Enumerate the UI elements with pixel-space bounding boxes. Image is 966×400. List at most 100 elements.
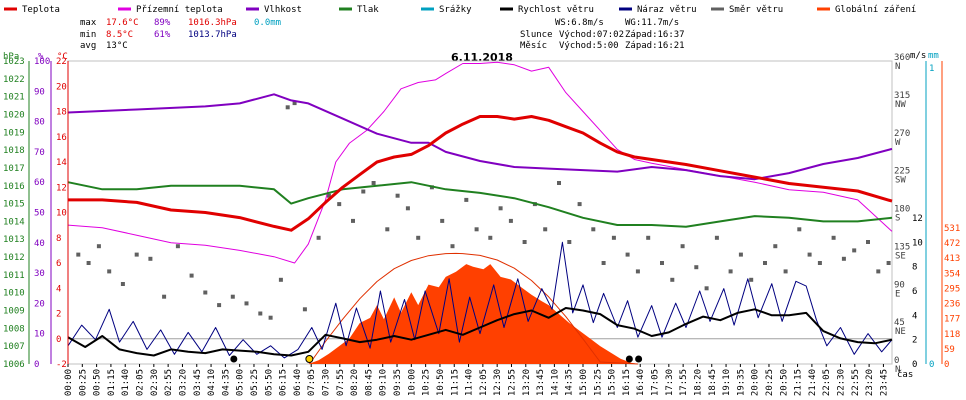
x-tick-label-54: 22:30	[837, 369, 847, 396]
hpa-tick-1009: 1009	[3, 307, 25, 317]
x-tick-label-40: 16:40	[636, 369, 646, 396]
wind-direction-point-21	[326, 193, 331, 198]
wind-direction-point-40	[543, 227, 548, 232]
stats-wg: WG:11.7m/s	[625, 18, 679, 28]
moonrise-marker	[230, 355, 238, 363]
stats-ws: WS:6.8m/s	[555, 18, 604, 28]
legend-label-5: Rychlost větru	[518, 5, 594, 15]
wind-direction-point-11	[217, 303, 222, 308]
c-tick-4: 4	[56, 284, 61, 294]
x-tick-label-35: 14:35	[565, 369, 575, 396]
wind-direction-point-66	[841, 256, 846, 261]
pct-tick-50: 50	[34, 209, 45, 219]
wind-direction-point-50	[660, 261, 664, 265]
x-tick-label-0: 00:00	[64, 369, 74, 396]
wind-direction-point-17	[285, 105, 290, 110]
x-tick-label-49: 20:25	[765, 369, 775, 396]
hpa-tick-1015: 1015	[3, 200, 25, 210]
wm2-tick-177: 177	[944, 315, 960, 325]
pct-tick-20: 20	[34, 299, 45, 309]
ms-tick-8: 8	[912, 263, 917, 273]
wm2-tick-295: 295	[944, 284, 960, 294]
hpa-tick-1006: 1006	[3, 360, 25, 370]
dir-tick-label-6: W	[895, 138, 901, 148]
pct-tick-80: 80	[34, 118, 45, 128]
x-tick-label-30: 12:30	[493, 369, 503, 396]
wind-direction-point-15	[268, 315, 273, 320]
legend-label-6: Náraz větru	[637, 5, 697, 15]
moonset-marker	[625, 355, 633, 363]
dir-tick-label-5: SW	[895, 176, 906, 186]
legend: Teplota Přízemní teplota Vlhkost Tlak Srážky…	[4, 5, 916, 15]
wind-direction-point-42	[567, 240, 572, 244]
wind-direction-point-8	[175, 244, 180, 249]
x-tick-label-46: 19:10	[722, 369, 732, 396]
c-tick-12: 12	[56, 183, 67, 193]
dir-tick-label-1: NE	[895, 327, 906, 337]
pct-tick-0: 0	[34, 360, 39, 370]
hpa-tick-1012: 1012	[3, 253, 25, 263]
wind-direction-point-13	[244, 301, 249, 306]
legend-label-0: Teplota	[22, 5, 60, 15]
hpa-tick-1013: 1013	[3, 235, 25, 245]
dir-tick-value-5: 225	[894, 167, 910, 177]
wm2-tick-354: 354	[944, 269, 960, 279]
hpa-tick-1008: 1008	[3, 324, 25, 334]
x-tick-label-51: 21:15	[794, 369, 804, 396]
x-tick-label-36: 15:00	[579, 369, 589, 396]
hpa-tick-1017: 1017	[3, 164, 25, 174]
legend-label-4: Srážky	[439, 5, 472, 15]
x-tick-label-48: 20:00	[751, 369, 761, 396]
sunset-marker	[635, 355, 643, 363]
wind-direction-point-68	[866, 240, 870, 244]
legend-label-8: Globální záření	[835, 5, 916, 15]
c-tick-22: 22	[56, 57, 67, 67]
stats-block: max 17.6°C 89% 1016.3hPa 0.0mm min 8.5°C 61% 101…	[80, 18, 685, 51]
ms-tick-0: 0	[912, 360, 917, 370]
wind-direction-point-18	[292, 101, 297, 106]
wind-direction-point-53	[694, 265, 699, 270]
legend-label-2: Vlhkost	[264, 5, 302, 15]
x-tick-label-13: 05:25	[250, 369, 260, 396]
series-wind-speed	[67, 307, 893, 357]
wind-direction-point-35	[488, 235, 493, 240]
wind-direction-point-0	[76, 252, 81, 257]
dir-tick-label-8: N	[895, 62, 900, 72]
hpa-tick-1011: 1011	[3, 271, 25, 281]
wm2-tick-118: 118	[944, 330, 960, 340]
wind-direction-point-49	[646, 235, 651, 240]
wind-direction-point-9	[189, 273, 194, 278]
stats-2-0: avg	[80, 41, 96, 51]
hpa-tick-1020: 1020	[3, 110, 25, 120]
x-tick-label-26: 10:50	[436, 369, 446, 396]
wm2-tick-236: 236	[944, 300, 960, 310]
wind-direction-point-64	[817, 261, 822, 265]
axis-label-pct: %	[38, 52, 44, 62]
series-theoretical-radiation	[308, 252, 638, 365]
c-tick-2: 2	[56, 310, 61, 320]
wind-direction-point-57	[738, 252, 743, 257]
wm2-tick-0: 0	[944, 360, 949, 370]
dir-tick-value-2: 90	[894, 280, 905, 290]
wind-direction-point-56	[728, 269, 733, 274]
wind-direction-point-52	[680, 244, 685, 249]
stats-sun-set: Západ:16:37	[625, 30, 685, 40]
axis-label-time: čas	[897, 369, 913, 380]
wind-direction-point-2	[96, 244, 101, 249]
wind-direction-point-45	[601, 261, 606, 265]
wind-direction-point-16	[278, 277, 283, 282]
x-tick-label-8: 03:20	[178, 369, 188, 396]
pct-tick-10: 10	[34, 330, 45, 340]
plot-area	[67, 60, 893, 365]
c-tick-18: 18	[56, 108, 67, 118]
c-tick-20: 20	[56, 82, 67, 92]
stats-0-1: 17.6°C	[106, 18, 139, 28]
hpa-tick-1023: 1023	[3, 57, 25, 67]
stats-0-2: 89%	[154, 18, 171, 28]
wind-direction-point-22	[337, 202, 342, 207]
wind-direction-point-26	[385, 227, 390, 232]
x-tick-label-11: 04:35	[221, 369, 231, 396]
x-tick-label-53: 22:05	[822, 369, 832, 396]
